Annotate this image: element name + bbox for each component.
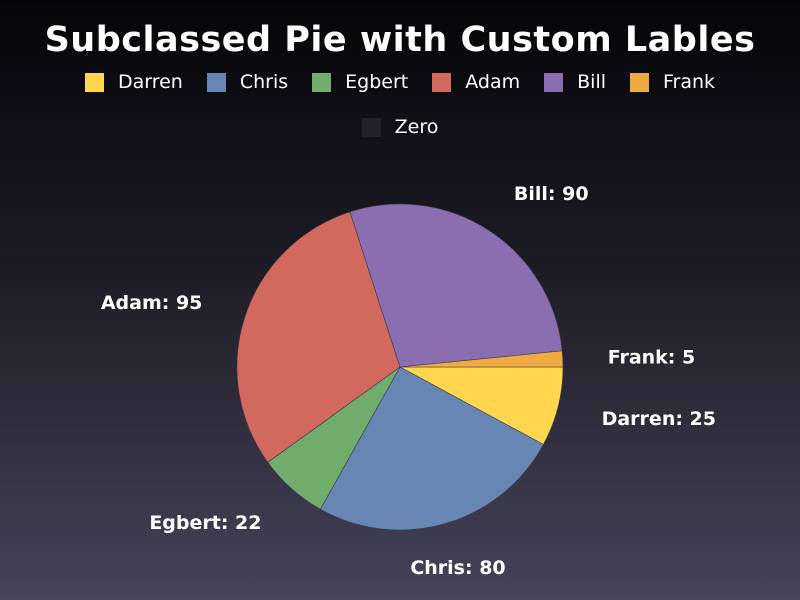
legend-label-egbert: Egbert [345, 71, 409, 93]
pie-label-chris: Chris: 80 [410, 557, 505, 579]
pie-label-darren: Darren: 25 [602, 408, 716, 430]
legend-label-frank: Frank [663, 71, 716, 93]
legend-item-frank: Frank [630, 71, 715, 93]
legend-swatch-chris [206, 72, 226, 92]
legend-item-darren: Darren [84, 71, 183, 93]
legend: Darren Chris Egbert Adam Bill Frank [0, 71, 800, 93]
legend-item-egbert: Egbert [312, 71, 408, 93]
legend-swatch-adam [432, 72, 452, 92]
pie-label-egbert: Egbert: 22 [149, 512, 261, 534]
legend-label-adam: Adam [465, 71, 521, 93]
legend-swatch-darren [84, 72, 104, 92]
chart-title: Subclassed Pie with Custom Lables [44, 20, 756, 60]
legend-item-bill: Bill [544, 71, 606, 93]
legend-row-2: Zero [0, 116, 800, 138]
legend-label-bill: Bill [577, 71, 606, 93]
legend-item-chris: Chris [206, 71, 289, 93]
legend-label-darren: Darren [117, 71, 183, 93]
legend-swatch-zero [361, 117, 381, 137]
pie-label-adam: Adam: 95 [101, 292, 203, 314]
legend-swatch-bill [544, 72, 564, 92]
legend-item-adam: Adam [432, 71, 520, 93]
legend-label-chris: Chris [239, 71, 289, 93]
pie-slice-bill [349, 203, 563, 368]
pie-slice-adam [236, 211, 401, 463]
legend-swatch-egbert [312, 72, 332, 92]
legend-item-zero: Zero [361, 116, 439, 138]
legend-swatch-frank [630, 72, 649, 92]
pie-slice-chris [319, 366, 544, 531]
pie-label-frank: Frank: 5 [608, 347, 696, 369]
legend-label-zero: Zero [394, 116, 439, 138]
pie-label-bill: Bill: 90 [514, 183, 589, 205]
pie-slice-frank [399, 350, 564, 368]
